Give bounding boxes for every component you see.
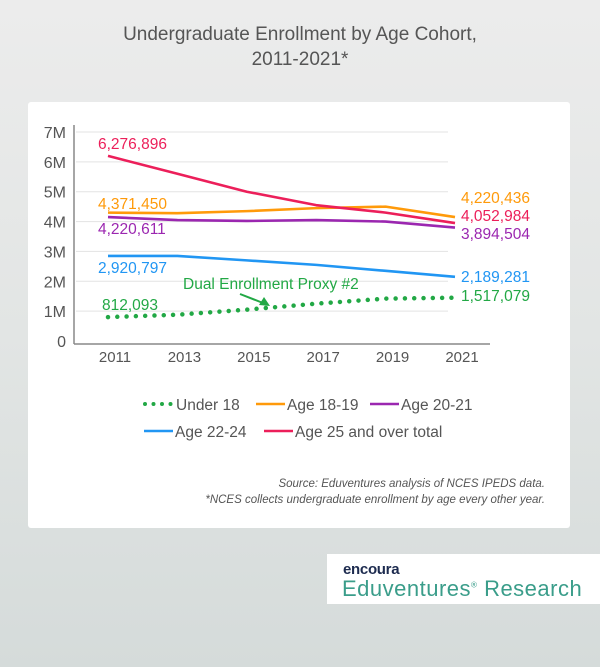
chart-title-line-1: Undergraduate Enrollment by Age Cohort,: [123, 24, 477, 45]
annotation-arrowhead: [259, 297, 270, 306]
y-tick-label: 7M: [44, 125, 66, 142]
legend-label: Age 20-21: [401, 397, 473, 414]
logo-product: Eduventures: [342, 576, 472, 601]
end-data-label: 1,517,079: [461, 288, 530, 305]
series-line-3: [108, 254, 456, 279]
x-tick-label: 2017: [307, 349, 340, 366]
end-data-label: 4,052,984: [461, 208, 530, 225]
chart-title-line-2: 2011-2021*: [251, 49, 349, 70]
y-tick-label: 0: [57, 334, 66, 351]
series-line-2: [107, 215, 456, 229]
y-tick-label: 5M: [44, 185, 66, 202]
series-line-1: [107, 205, 456, 219]
encoura-wordmark: encoura: [343, 561, 400, 578]
start-data-label: 6,276,896: [98, 136, 167, 153]
x-tick-label: 2011: [99, 349, 131, 366]
start-data-label: 2,920,797: [98, 260, 167, 277]
y-tick-label: 3M: [44, 244, 66, 261]
start-data-label: 4,371,450: [98, 196, 167, 213]
x-tick-label: 2013: [168, 349, 201, 366]
y-tick-label: 4M: [44, 215, 66, 232]
end-data-label: 2,189,281: [461, 269, 530, 286]
legend-label: Age 18-19: [287, 397, 359, 414]
series-line-4: [107, 154, 456, 225]
annotation-arrow: [239, 293, 264, 304]
start-data-label: 4,220,611: [98, 221, 166, 238]
eduventures-logo: encoura Eduventures® Research: [327, 554, 600, 604]
start-data-label: 812,093: [102, 297, 158, 314]
y-tick-label: 2M: [44, 274, 66, 291]
source-line-1: Source: Eduventures analysis of NCES IPE…: [278, 478, 545, 490]
x-tick-label: 2019: [376, 349, 409, 366]
x-tick-label: 2021: [445, 349, 478, 366]
legend-label: Under 18: [176, 397, 240, 414]
series-line-0: [105, 295, 458, 320]
eduventures-wordmark: Eduventures® Research: [342, 576, 583, 601]
end-data-label: 4,220,436: [461, 190, 530, 207]
logo-suffix: Research: [484, 576, 583, 601]
end-data-label: 3,894,504: [461, 226, 530, 243]
y-tick-label: 1M: [44, 304, 66, 321]
source-note: Source: Eduventures analysis of NCES IPE…: [205, 476, 545, 508]
legend-label: Age 25 and over total: [295, 424, 442, 441]
chart-title: Undergraduate Enrollment by Age Cohort, …: [0, 22, 600, 72]
annotation-label: Dual Enrollment Proxy #2: [183, 276, 359, 293]
y-tick-label: 6M: [44, 155, 66, 172]
x-tick-label: 2015: [237, 349, 270, 366]
source-line-2: *NCES collects undergraduate enrollment …: [205, 494, 545, 506]
legend-label: Age 22-24: [175, 424, 247, 441]
